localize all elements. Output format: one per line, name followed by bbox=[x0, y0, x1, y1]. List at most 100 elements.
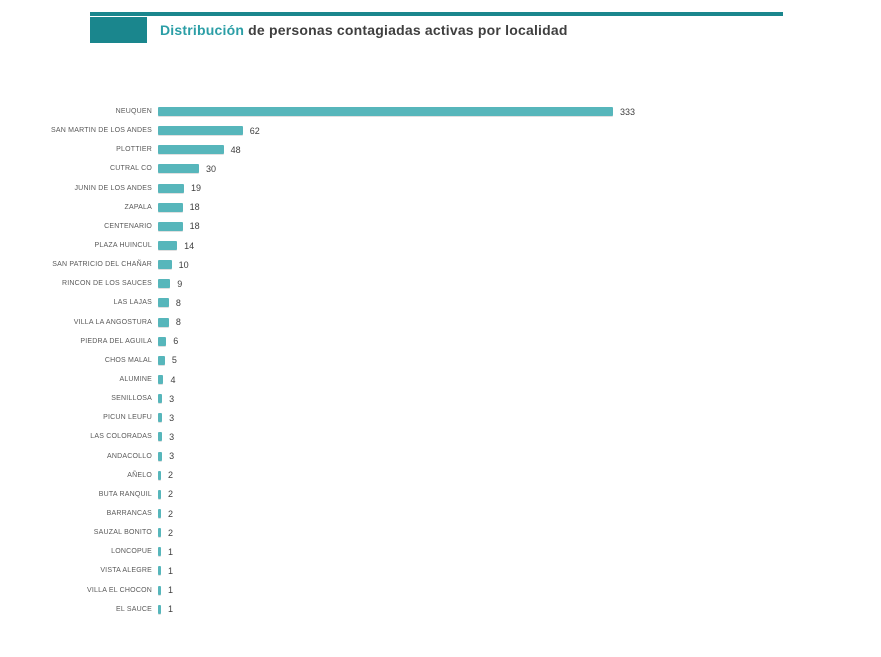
chart-row: PIEDRA DEL AGUILA 6 bbox=[0, 332, 881, 351]
bar bbox=[158, 585, 161, 595]
chart-row: NEUQUEN 333 bbox=[0, 102, 881, 121]
bar bbox=[158, 145, 224, 155]
value-label: 4 bbox=[170, 374, 176, 385]
value-label: 3 bbox=[169, 431, 175, 442]
chart-row: SAN MARTIN DE LOS ANDES 62 bbox=[0, 121, 881, 140]
bar bbox=[158, 336, 167, 346]
chart-row: BUTA RANQUIL 2 bbox=[0, 485, 881, 504]
value-label: 1 bbox=[168, 604, 174, 615]
bar bbox=[158, 375, 164, 385]
value-label: 1 bbox=[168, 585, 174, 596]
chart-row: BARRANCAS 2 bbox=[0, 504, 881, 523]
category-label: SAN MARTIN DE LOS ANDES bbox=[51, 127, 152, 135]
chart-row: SAUZAL BONITO 2 bbox=[0, 523, 881, 542]
header-accent-box bbox=[90, 17, 147, 43]
category-label: ALUMINE bbox=[119, 376, 152, 384]
chart-row: RINCON DE LOS SAUCES 9 bbox=[0, 274, 881, 293]
category-label: ANDACOLLO bbox=[107, 452, 152, 460]
value-label: 48 bbox=[230, 144, 241, 155]
bar bbox=[158, 394, 163, 404]
category-label: LAS COLORADAS bbox=[90, 433, 152, 441]
bar bbox=[158, 489, 161, 499]
category-label: VILLA LA ANGOSTURA bbox=[73, 318, 152, 326]
category-label: SENILLOSA bbox=[111, 395, 152, 403]
value-label: 8 bbox=[175, 297, 181, 308]
bar bbox=[158, 528, 161, 538]
value-label: 3 bbox=[169, 393, 175, 404]
bar bbox=[158, 279, 171, 289]
value-label: 10 bbox=[178, 259, 189, 270]
chart-row: VILLA EL CHOCON 1 bbox=[0, 581, 881, 600]
category-label: CHOS MALAL bbox=[104, 356, 152, 364]
chart-row: LONCOPUE 1 bbox=[0, 542, 881, 561]
chart-row: ZAPALA 18 bbox=[0, 198, 881, 217]
value-label: 333 bbox=[620, 106, 636, 117]
chart-row: PICUN LEUFU 3 bbox=[0, 408, 881, 427]
value-label: 19 bbox=[190, 183, 201, 194]
bar bbox=[158, 451, 163, 461]
chart-title-rest: de personas contagiadas activas por loca… bbox=[244, 22, 568, 38]
bar bbox=[158, 298, 169, 308]
chart-row: LAS LAJAS 8 bbox=[0, 293, 881, 312]
bar bbox=[158, 241, 178, 251]
value-label: 5 bbox=[171, 355, 177, 366]
bar bbox=[158, 413, 163, 423]
bar bbox=[158, 566, 161, 576]
bar bbox=[158, 126, 243, 136]
category-label: PLAZA HUINCUL bbox=[94, 242, 152, 250]
chart-row: SAN PATRICIO DEL CHAÑAR 10 bbox=[0, 255, 881, 274]
category-label: SAN PATRICIO DEL CHAÑAR bbox=[52, 261, 152, 269]
category-label: ZAPALA bbox=[124, 203, 152, 211]
value-label: 2 bbox=[168, 470, 174, 481]
value-label: 18 bbox=[189, 221, 200, 232]
chart-title: Distribución de personas contagiadas act… bbox=[160, 22, 568, 38]
bar-chart: NEUQUEN 333 SAN MARTIN DE LOS ANDES 62 PLOTT… bbox=[0, 102, 881, 619]
value-label: 2 bbox=[168, 527, 174, 538]
category-label: BARRANCAS bbox=[106, 510, 152, 518]
chart-row: VISTA ALEGRE 1 bbox=[0, 561, 881, 580]
value-label: 18 bbox=[189, 202, 200, 213]
value-label: 1 bbox=[168, 546, 174, 557]
bar bbox=[158, 470, 161, 480]
value-label: 9 bbox=[177, 278, 183, 289]
value-label: 8 bbox=[175, 317, 181, 328]
category-label: PICUN LEUFU bbox=[103, 414, 152, 422]
chart-title-accent: Distribución bbox=[160, 22, 245, 38]
value-label: 1 bbox=[168, 565, 174, 576]
chart-row: JUNIN DE LOS ANDES 19 bbox=[0, 179, 881, 198]
bar bbox=[158, 432, 163, 442]
bar bbox=[158, 183, 184, 193]
category-label: PIEDRA DEL AGUILA bbox=[80, 337, 152, 345]
category-label: PLOTTIER bbox=[116, 146, 152, 154]
value-label: 30 bbox=[205, 163, 216, 174]
bar bbox=[158, 221, 183, 231]
value-label: 6 bbox=[173, 336, 179, 347]
bar bbox=[158, 164, 199, 174]
category-label: VISTA ALEGRE bbox=[100, 567, 152, 575]
value-label: 62 bbox=[249, 125, 260, 136]
category-label: CUTRAL CO bbox=[110, 165, 152, 173]
chart-row: CHOS MALAL 5 bbox=[0, 351, 881, 370]
category-label: LONCOPUE bbox=[111, 548, 152, 556]
category-label: SAUZAL BONITO bbox=[93, 529, 152, 537]
category-label: CENTENARIO bbox=[104, 222, 152, 230]
bar bbox=[158, 317, 169, 327]
value-label: 2 bbox=[168, 489, 174, 500]
chart-row: VILLA LA ANGOSTURA 8 bbox=[0, 313, 881, 332]
bar bbox=[158, 260, 172, 270]
category-label: RINCON DE LOS SAUCES bbox=[62, 280, 152, 288]
chart-row: ANDACOLLO 3 bbox=[0, 447, 881, 466]
chart-row: AÑELO 2 bbox=[0, 466, 881, 485]
bar bbox=[158, 202, 183, 212]
chart-row: PLAZA HUINCUL 14 bbox=[0, 236, 881, 255]
category-label: BUTA RANQUIL bbox=[98, 490, 152, 498]
bar bbox=[158, 509, 161, 519]
bar bbox=[158, 107, 613, 117]
chart-row: CUTRAL CO 30 bbox=[0, 159, 881, 178]
category-label: AÑELO bbox=[127, 471, 152, 479]
chart-row: EL SAUCE 1 bbox=[0, 600, 881, 619]
chart-row: SENILLOSA 3 bbox=[0, 389, 881, 408]
value-label: 3 bbox=[169, 451, 175, 462]
category-label: LAS LAJAS bbox=[113, 299, 152, 307]
category-label: EL SAUCE bbox=[116, 605, 152, 613]
